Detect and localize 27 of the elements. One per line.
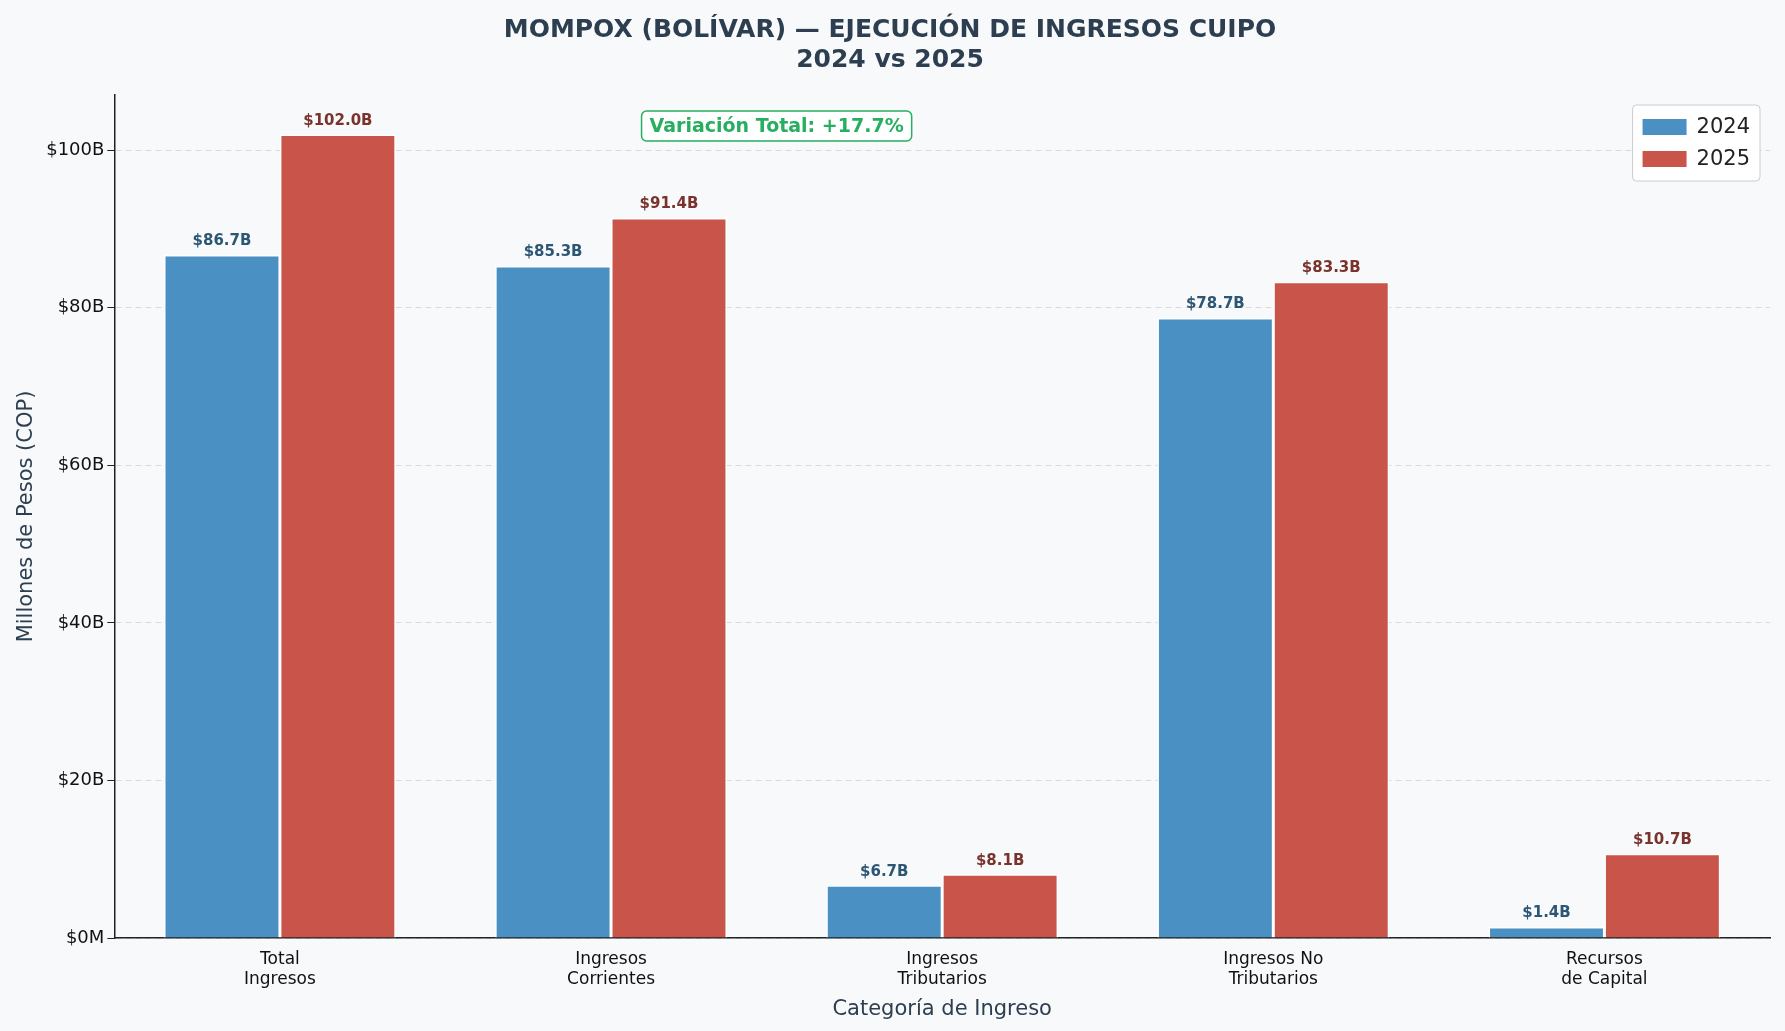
data-label: $86.7B bbox=[192, 231, 252, 250]
data-label: $85.3B bbox=[523, 242, 583, 261]
y-tick-label: $60B bbox=[57, 452, 105, 474]
x-tick-label: Ingresos Tributarios bbox=[896, 947, 987, 989]
y-tick-label: $20B bbox=[57, 768, 105, 790]
data-label: $8.1B bbox=[975, 850, 1025, 869]
data-label: $1.4B bbox=[1522, 903, 1571, 922]
legend-label: 2024 bbox=[1696, 114, 1751, 139]
data-label: $83.3B bbox=[1301, 258, 1361, 277]
data-label: $78.7B bbox=[1185, 294, 1245, 313]
legend-label: 2025 bbox=[1696, 146, 1751, 171]
x-tick-label: Ingresos No Tributarios bbox=[1223, 947, 1324, 989]
chart-title: MOMPOX (BOLÍVAR) — EJECUCIÓN DE INGRESOS CUIPO 2024 vs 2025 bbox=[503, 12, 1277, 73]
y-tick-label: $0M bbox=[65, 925, 105, 947]
x-tick-label: Total Ingresos bbox=[244, 947, 316, 989]
y-axis-title: Millones de Pesos (COP) bbox=[13, 390, 38, 643]
x-axis-title: Categoría de Ingreso bbox=[832, 995, 1052, 1020]
annotation: Variación Total: +17.7% bbox=[649, 113, 904, 136]
data-label: $6.7B bbox=[860, 861, 909, 880]
data-label: $102.0B bbox=[303, 110, 373, 129]
x-tick-label: Ingresos Corrientes bbox=[567, 947, 656, 989]
y-tick-label: $80B bbox=[57, 295, 105, 317]
y-tick-label: $100B bbox=[46, 137, 105, 159]
y-tick-label: $40B bbox=[57, 610, 105, 632]
data-label: $91.4B bbox=[639, 194, 699, 213]
data-label: $10.7B bbox=[1632, 830, 1692, 849]
x-tick-label: Recursos de Capital bbox=[1561, 947, 1648, 989]
